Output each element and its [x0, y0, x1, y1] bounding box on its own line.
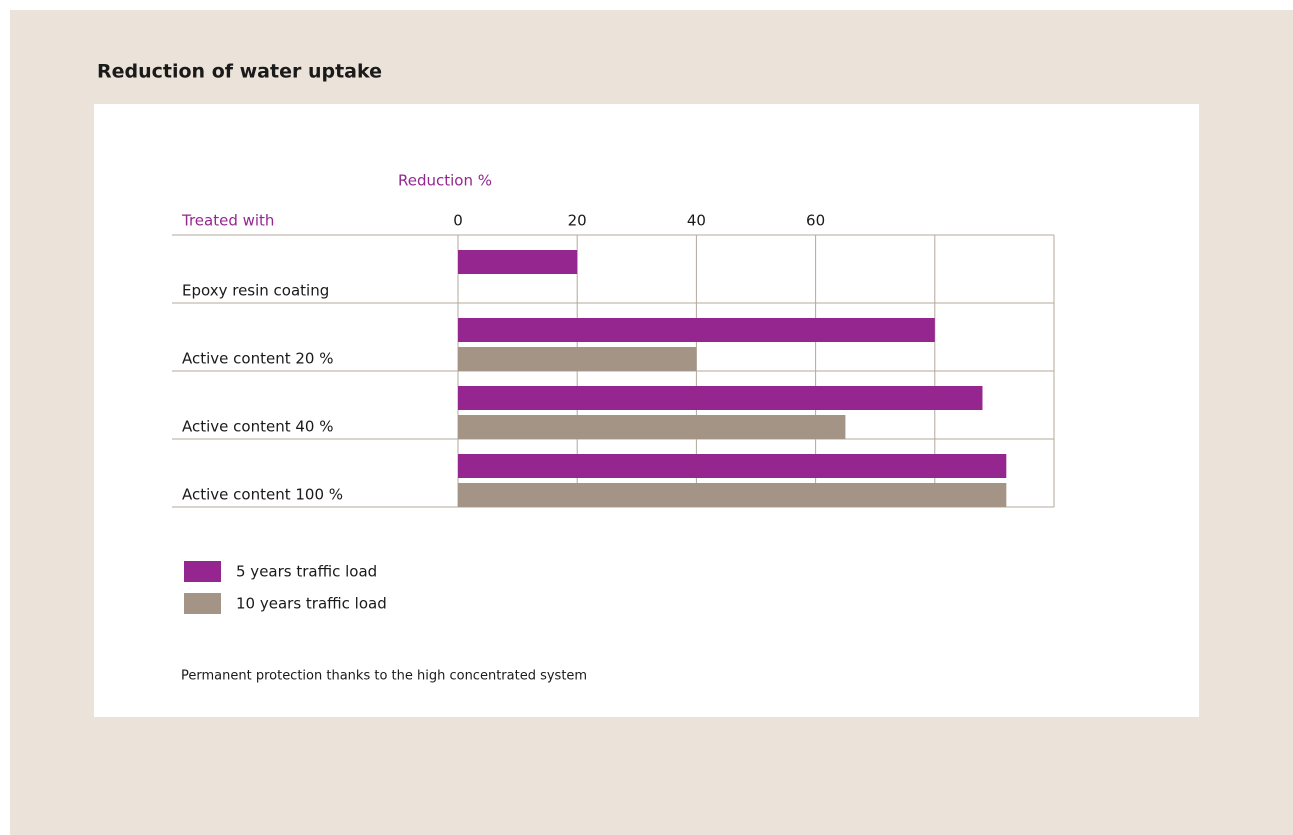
- y-tick-label: Active content 40 %: [182, 418, 333, 436]
- x-tick-label: 60: [806, 212, 825, 230]
- legend-label: 5 years traffic load: [236, 563, 377, 581]
- y-tick-label: Epoxy resin coating: [182, 282, 329, 300]
- y-tick-label: Active content 100 %: [182, 486, 343, 504]
- bar: [458, 250, 578, 274]
- y-tick-label: Active content 20 %: [182, 350, 333, 368]
- y-axis-label: Treated with: [181, 212, 274, 230]
- note: Permanent protection thanks to the high …: [181, 669, 587, 684]
- bar: [458, 454, 1007, 478]
- bar: [458, 386, 983, 410]
- x-tick-label: 20: [568, 212, 587, 230]
- x-tick-label: 40: [687, 212, 706, 230]
- bar: [458, 347, 697, 371]
- x-axis-label: Reduction %: [398, 172, 492, 190]
- bar: [458, 318, 935, 342]
- bar: [458, 415, 846, 439]
- card: [94, 104, 1199, 717]
- x-tick-label: 0: [453, 212, 463, 230]
- legend-swatch: [184, 561, 221, 582]
- legend-label: 10 years traffic load: [236, 595, 387, 613]
- legend-swatch: [184, 593, 221, 614]
- bar: [458, 483, 1007, 507]
- chart-title: Reduction of water uptake: [97, 61, 382, 83]
